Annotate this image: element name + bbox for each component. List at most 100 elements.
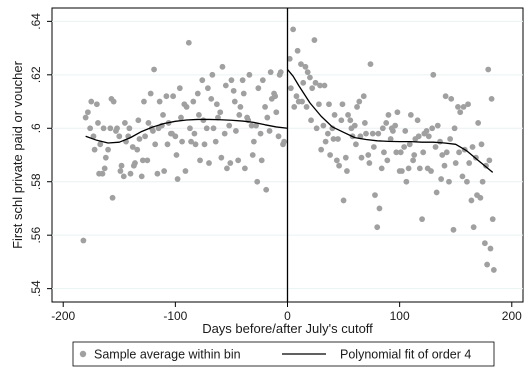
data-point xyxy=(397,149,404,156)
data-point xyxy=(455,103,461,110)
data-point xyxy=(129,144,136,150)
y-tick-label: .56 xyxy=(29,227,43,244)
data-point xyxy=(468,197,475,204)
data-point xyxy=(460,103,467,110)
data-point xyxy=(294,47,301,54)
data-point xyxy=(416,165,423,172)
data-point xyxy=(172,133,179,140)
data-point xyxy=(335,136,341,142)
data-point xyxy=(80,237,87,244)
data-point xyxy=(419,216,425,223)
data-point xyxy=(114,125,120,132)
data-point xyxy=(208,95,215,102)
data-point xyxy=(401,144,408,150)
data-point xyxy=(273,109,280,116)
data-point xyxy=(360,93,367,100)
data-point xyxy=(329,125,336,132)
y-tick-label: .58 xyxy=(29,173,43,190)
data-point xyxy=(375,130,382,137)
data-point xyxy=(178,114,184,121)
data-point xyxy=(109,194,116,201)
data-point xyxy=(203,125,210,132)
data-point xyxy=(300,79,307,86)
data-point xyxy=(173,152,180,158)
data-point xyxy=(390,128,396,134)
data-point xyxy=(312,79,319,86)
data-point xyxy=(182,168,189,174)
data-point xyxy=(201,141,208,148)
data-point xyxy=(90,133,97,140)
data-point xyxy=(488,95,495,102)
data-point xyxy=(236,112,243,118)
data-point xyxy=(88,98,95,105)
data-point xyxy=(336,162,342,169)
data-point xyxy=(318,146,325,153)
data-point xyxy=(489,216,496,223)
data-point xyxy=(132,160,138,166)
data-point xyxy=(324,130,331,137)
data-point xyxy=(224,165,230,172)
data-point xyxy=(384,157,391,164)
data-point xyxy=(405,165,412,172)
data-point xyxy=(237,103,244,110)
data-point xyxy=(398,168,405,174)
data-point xyxy=(250,138,257,145)
data-point xyxy=(219,63,226,70)
data-point xyxy=(160,112,166,118)
data-point xyxy=(378,165,385,172)
data-point xyxy=(466,160,473,166)
legend-label-fit: Polynomial fit of order 4 xyxy=(340,348,471,362)
data-point xyxy=(414,117,421,124)
data-point xyxy=(381,149,387,156)
data-point xyxy=(151,66,157,73)
y-tick-label: .62 xyxy=(29,66,43,83)
data-point xyxy=(308,117,314,124)
data-point xyxy=(330,136,337,142)
data-point xyxy=(118,162,125,169)
data-point xyxy=(136,136,143,142)
data-point xyxy=(248,122,255,129)
data-point xyxy=(372,192,378,198)
data-point xyxy=(84,109,91,116)
data-point xyxy=(321,82,328,89)
data-point xyxy=(448,95,455,102)
legend: Sample average within bin Polynomial fit… xyxy=(72,341,495,367)
data-point xyxy=(120,173,127,180)
data-point xyxy=(154,170,161,177)
data-point xyxy=(457,109,464,116)
data-point xyxy=(428,168,434,174)
x-tick-label: 0 xyxy=(284,309,291,323)
data-point xyxy=(121,120,128,126)
data-point xyxy=(432,144,439,150)
data-point xyxy=(447,136,454,142)
data-point xyxy=(479,178,486,185)
data-point xyxy=(437,138,443,145)
x-axis-title: Days before/after July's cutoff xyxy=(202,321,373,336)
data-point xyxy=(484,261,491,268)
data-point xyxy=(383,120,390,126)
data-point xyxy=(290,26,297,33)
data-point xyxy=(311,37,318,43)
data-point xyxy=(107,125,114,132)
data-point xyxy=(465,101,471,108)
data-point xyxy=(209,71,216,78)
data-point xyxy=(230,87,237,94)
data-point xyxy=(187,125,193,132)
data-point xyxy=(456,149,462,156)
x-axis: -200 -100 0 100 200 xyxy=(51,302,522,323)
data-point xyxy=(356,98,363,105)
data-point xyxy=(127,170,134,177)
y-tick-label: .54 xyxy=(29,280,43,297)
x-tick-label: 200 xyxy=(502,309,522,323)
data-point xyxy=(313,125,320,132)
data-point xyxy=(345,112,351,118)
data-point xyxy=(194,90,201,97)
data-point xyxy=(222,82,229,89)
data-point xyxy=(188,138,194,145)
data-point xyxy=(291,103,298,110)
data-point xyxy=(470,224,477,231)
x-tick-label: -200 xyxy=(51,309,75,323)
data-point xyxy=(217,109,224,116)
